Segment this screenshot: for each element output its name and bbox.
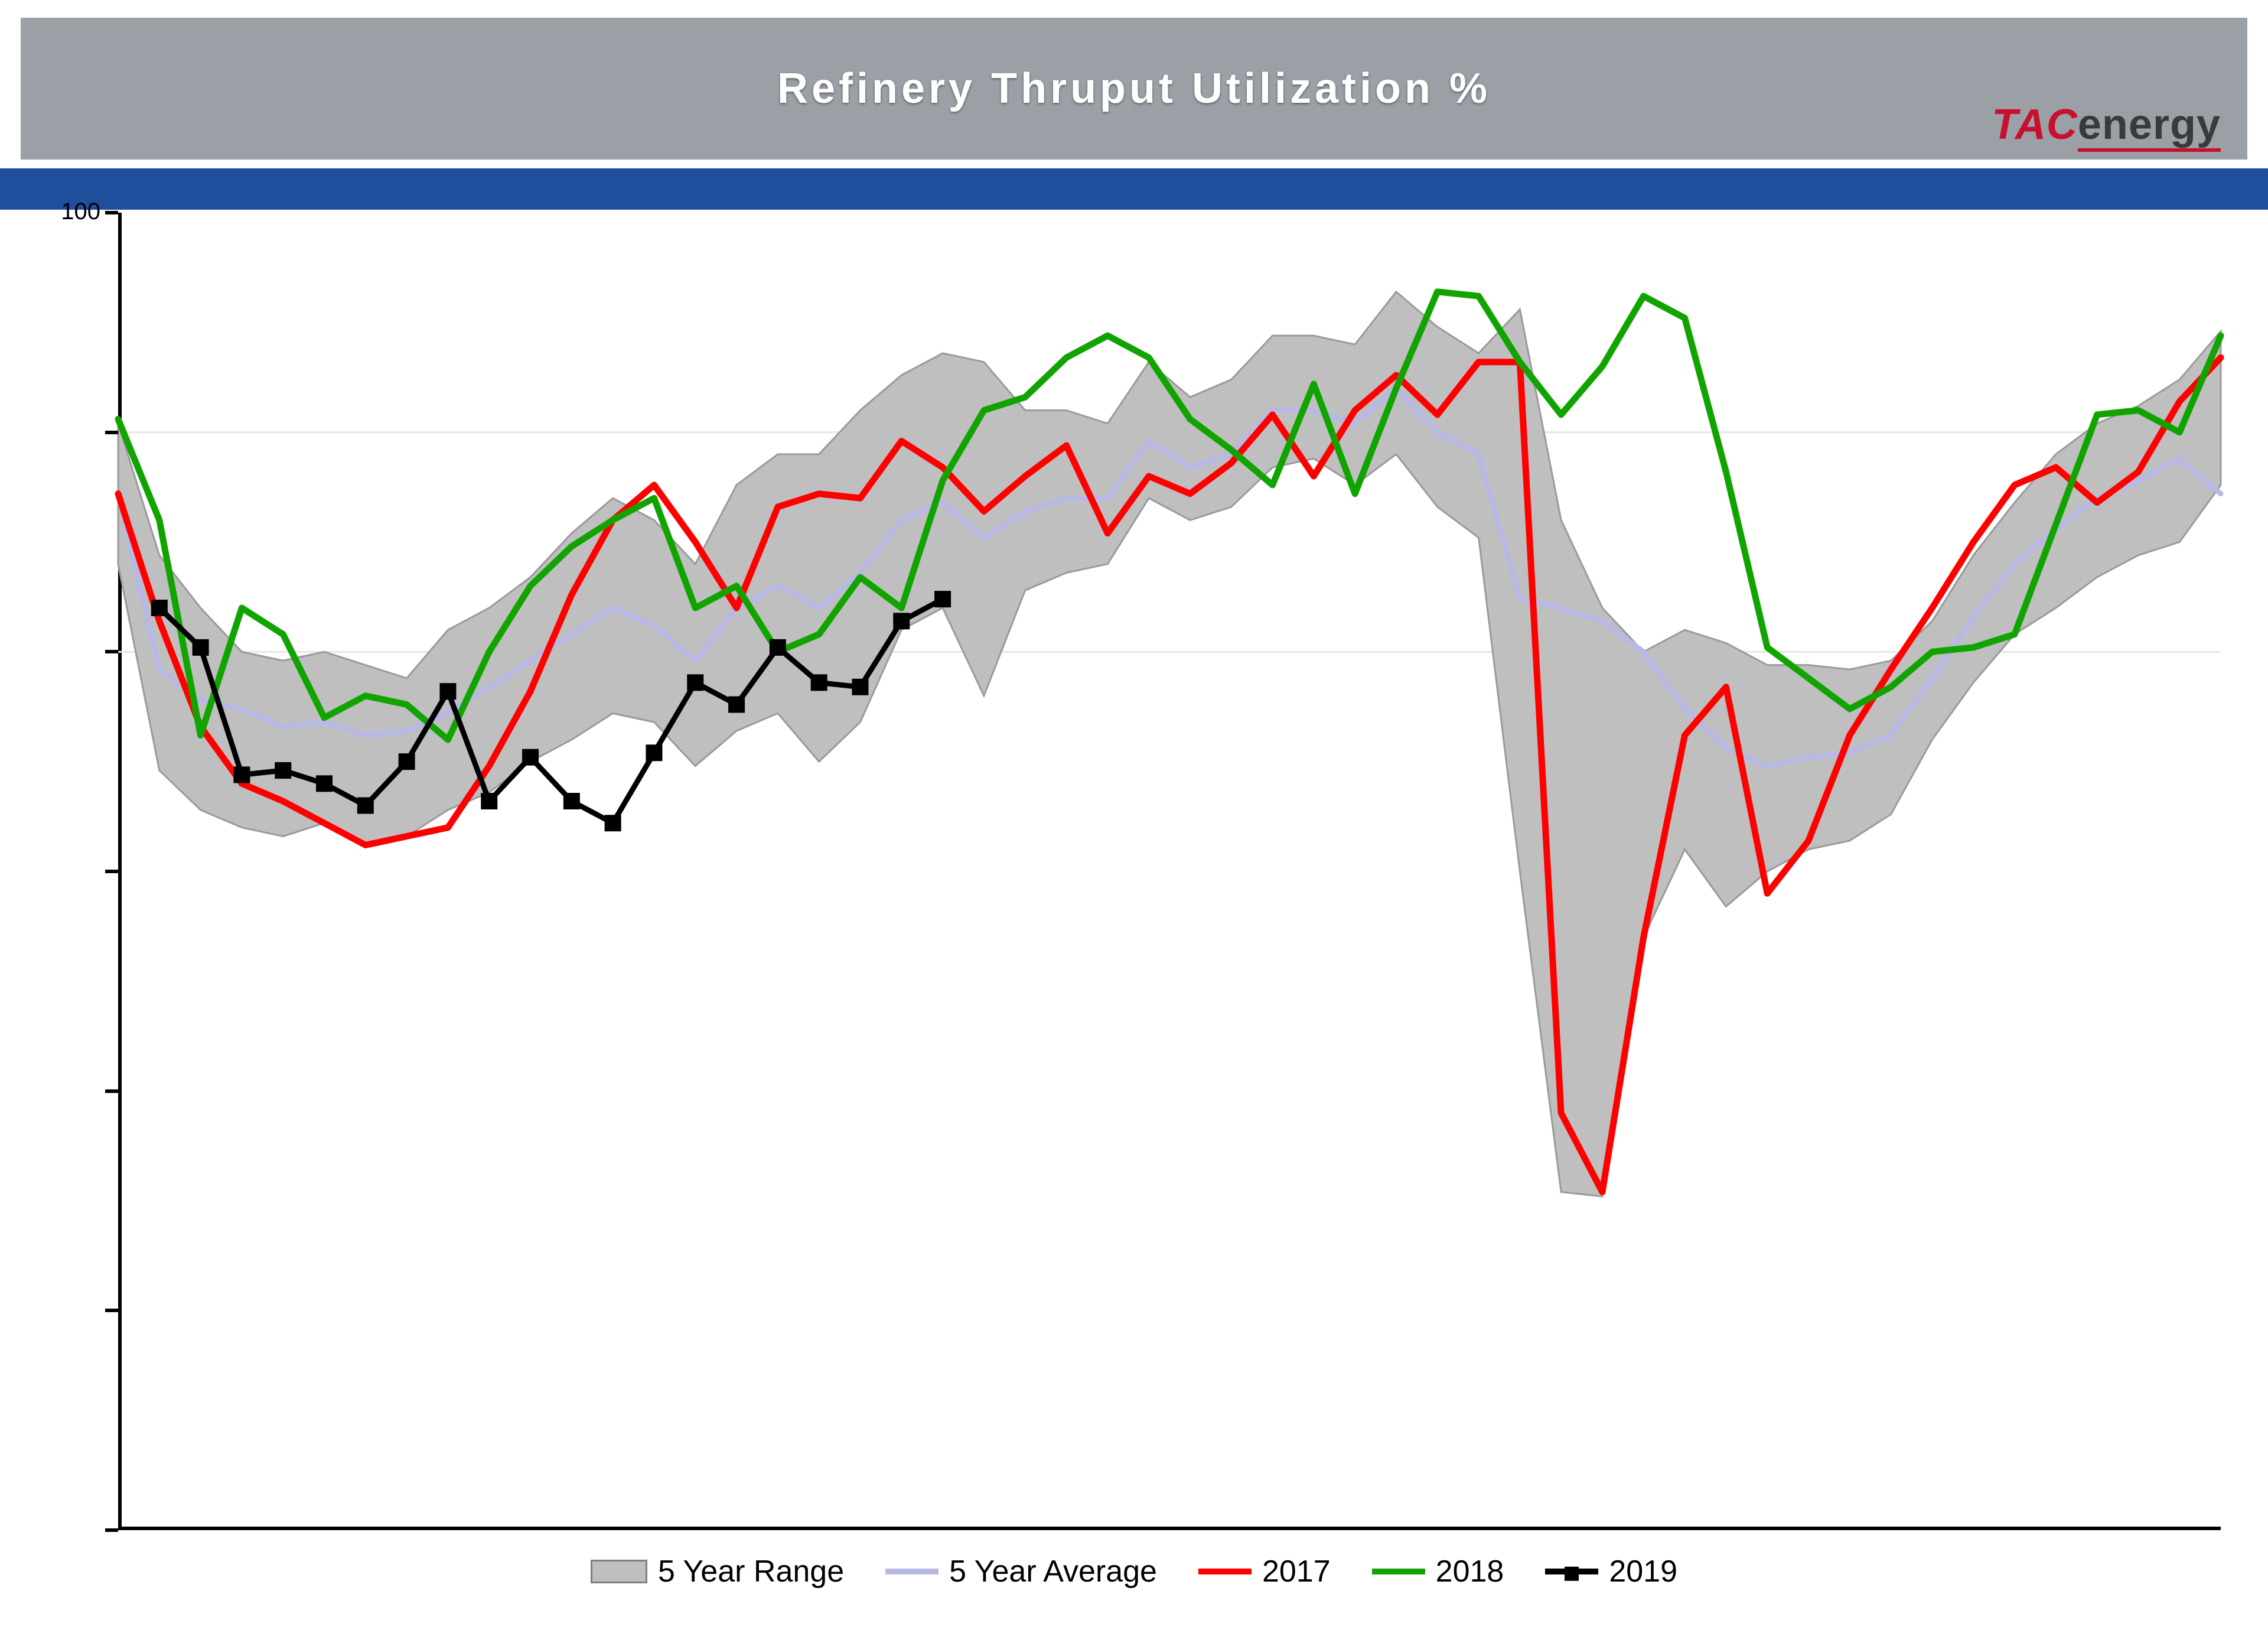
series-y2019-marker — [852, 679, 868, 695]
brand-logo: TACenergy — [1992, 100, 2221, 149]
series-y2019-marker — [687, 674, 703, 691]
chart-frame: Refinery Thruput Utilization % TACenergy… — [0, 0, 2268, 1643]
series-y2019-marker — [357, 798, 374, 814]
y-tick-label-100: 100 — [30, 199, 100, 225]
series-y2019-marker — [646, 744, 662, 761]
series-y2019-marker — [193, 639, 209, 656]
legend-label-range: 5 Year Range — [658, 1554, 844, 1589]
legend-label-avg: 5 Year Average — [949, 1554, 1157, 1589]
legend-swatch-2019 — [1545, 1569, 1598, 1574]
legend-swatch-avg — [885, 1569, 939, 1574]
series-y2019-marker — [399, 753, 415, 770]
series-y2019-marker — [811, 674, 827, 691]
legend-item-5yr-range: 5 Year Range — [591, 1554, 844, 1589]
series-y2019-marker — [151, 600, 168, 616]
title-bar: Refinery Thruput Utilization % — [21, 18, 2247, 160]
series-5yr-range — [118, 292, 2221, 1196]
series-y2019-marker — [316, 775, 333, 792]
series-y2019-marker — [481, 793, 497, 809]
series-y2019-marker — [728, 697, 745, 713]
legend-item-2017: 2017 — [1198, 1554, 1331, 1589]
legend-label-2019: 2019 — [1609, 1554, 1677, 1589]
series-y2019-marker — [770, 639, 786, 656]
chart-title: Refinery Thruput Utilization % — [777, 64, 1491, 113]
series-y2019-marker — [275, 762, 291, 779]
legend-swatch-2017 — [1198, 1569, 1252, 1574]
series-y2019-marker — [522, 749, 539, 766]
series-y2019-marker — [893, 613, 910, 629]
brand-prefix: TAC — [1992, 101, 2078, 148]
brand-suffix: energy — [2078, 101, 2221, 152]
chart-svg — [118, 213, 2221, 1530]
series-y2019-marker — [563, 793, 580, 809]
legend-item-2019: 2019 — [1545, 1554, 1677, 1589]
legend: 5 Year Range 5 Year Average 2017 2018 20… — [591, 1554, 1677, 1589]
series-y2019-marker — [439, 683, 456, 700]
series-y2019-marker — [233, 766, 250, 783]
legend-swatch-range — [591, 1560, 647, 1583]
series-y2019-marker — [934, 591, 951, 607]
legend-label-2017: 2017 — [1262, 1554, 1331, 1589]
legend-item-5yr-avg: 5 Year Average — [885, 1554, 1157, 1589]
legend-swatch-2018 — [1372, 1569, 1425, 1574]
legend-label-2018: 2018 — [1436, 1554, 1504, 1589]
legend-item-2018: 2018 — [1372, 1554, 1504, 1589]
series-y2019-marker — [605, 815, 621, 831]
header-blue-band — [0, 168, 2268, 210]
